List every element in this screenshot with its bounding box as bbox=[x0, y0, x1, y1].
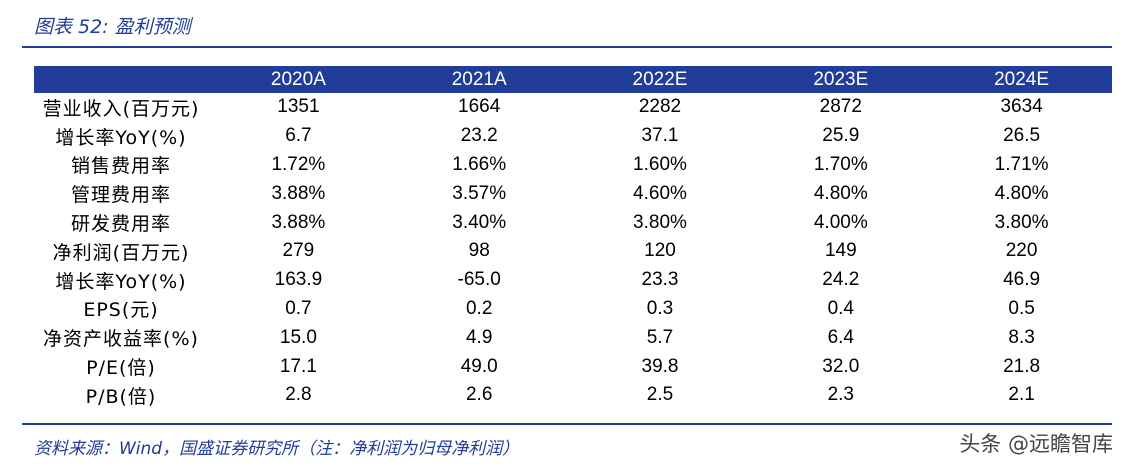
table-cell: 8.3 bbox=[1008, 326, 1035, 348]
header-cell: 2020A bbox=[208, 66, 389, 93]
table-cell: 1.72% bbox=[271, 153, 326, 175]
table-cell: 4.00% bbox=[813, 211, 868, 233]
table-cell: 120 bbox=[644, 240, 676, 262]
table-cell: 32.0 bbox=[822, 355, 860, 377]
table-cell: 149 bbox=[824, 240, 857, 262]
table-cell: 2.6 bbox=[465, 384, 493, 406]
table-cell: 0.5 bbox=[1008, 297, 1035, 319]
table-cell: 46.9 bbox=[1003, 269, 1041, 291]
row-label: 净利润(百万元) bbox=[52, 241, 190, 264]
header-cell bbox=[34, 66, 208, 93]
table-cell: 2.1 bbox=[1008, 384, 1035, 406]
table-cell: 1.70% bbox=[813, 153, 868, 175]
forecast-table: 2020A 2021A 2022E 2023E 2024E 营业收入(百万元) … bbox=[34, 66, 1112, 410]
row-label: 增长率YoY(%) bbox=[55, 126, 187, 149]
table-row: 营业收入(百万元) 1351 1664 2282 2872 3634 bbox=[34, 93, 1112, 122]
row-label: 销售费用率 bbox=[70, 155, 171, 178]
table-cell: 26.5 bbox=[1003, 125, 1041, 147]
table-cell: 2282 bbox=[638, 96, 682, 118]
table-row: P/B(倍) 2.8 2.6 2.5 2.3 2.1 bbox=[34, 381, 1112, 410]
table-cell: 17.1 bbox=[279, 355, 317, 377]
table-row: EPS(元) 0.7 0.2 0.3 0.4 0.5 bbox=[34, 295, 1112, 324]
table-cell: 1351 bbox=[277, 96, 320, 118]
table-row: 管理费用率 3.88% 3.57% 4.60% 4.80% 4.80% bbox=[34, 179, 1112, 208]
table-cell: 6.4 bbox=[827, 326, 854, 348]
table-cell: 1.71% bbox=[994, 153, 1049, 175]
table-cell: 23.2 bbox=[460, 125, 498, 147]
table-cell: 0.3 bbox=[646, 297, 674, 319]
table-row: 净资产收益率(%) 15.0 4.9 5.7 6.4 8.3 bbox=[34, 323, 1112, 352]
table-cell: 39.8 bbox=[641, 355, 679, 377]
table-cell: 25.9 bbox=[822, 125, 860, 147]
table-row: 增长率YoY(%) 163.9 -65.0 23.3 24.2 46.9 bbox=[34, 266, 1112, 295]
table-cell: 0.2 bbox=[465, 297, 493, 319]
table-row: 销售费用率 1.72% 1.66% 1.60% 1.70% 1.71% bbox=[34, 151, 1112, 180]
table-cell: 23.3 bbox=[641, 269, 679, 291]
table-cell: 4.9 bbox=[465, 326, 493, 348]
table-cell: 279 bbox=[282, 240, 315, 262]
header-cell: 2021A bbox=[388, 66, 570, 93]
table-cell: 4.80% bbox=[813, 182, 868, 204]
table-cell: 0.7 bbox=[285, 297, 312, 319]
table-cell: 2.5 bbox=[646, 384, 674, 406]
header-cell: 2023E bbox=[750, 66, 932, 93]
header-row: 2020A 2021A 2022E 2023E 2024E bbox=[34, 66, 1112, 93]
top-rule bbox=[22, 46, 1112, 48]
table-row: 净利润(百万元) 279 98 120 149 220 bbox=[34, 237, 1112, 266]
watermark: 头条 @远瞻智库 bbox=[959, 432, 1113, 456]
table-cell: 4.60% bbox=[633, 182, 687, 204]
table-cell: 4.80% bbox=[994, 182, 1049, 204]
table-row: P/E(倍) 17.1 49.0 39.8 32.0 21.8 bbox=[34, 352, 1112, 381]
table-cell: 3.88% bbox=[271, 211, 326, 233]
table-cell: 1664 bbox=[458, 96, 501, 118]
table-cell: 3.88% bbox=[271, 182, 326, 204]
row-label: EPS(元) bbox=[83, 299, 159, 322]
row-label: 管理费用率 bbox=[70, 184, 171, 207]
table-cell: 3.57% bbox=[452, 182, 507, 204]
table-cell: 2872 bbox=[819, 96, 862, 118]
table-cell: 0.4 bbox=[827, 297, 854, 319]
table-cell: 1.66% bbox=[452, 153, 507, 175]
table-cell: 3.40% bbox=[452, 211, 507, 233]
row-label: 增长率YoY(%) bbox=[55, 270, 187, 293]
table-cell: 21.8 bbox=[1003, 355, 1041, 377]
table-cell: 37.1 bbox=[641, 125, 679, 147]
table-cell: 220 bbox=[1005, 240, 1038, 262]
table-cell: 163.9 bbox=[274, 269, 323, 291]
table-cell: 98 bbox=[468, 240, 490, 262]
table-cell: 2.3 bbox=[827, 384, 854, 406]
figure-title: 图表 52: 盈利预测 bbox=[34, 16, 191, 38]
row-label: 研发费用率 bbox=[70, 213, 171, 236]
table-cell: 2.8 bbox=[285, 384, 312, 406]
table-cell: 3.80% bbox=[633, 211, 687, 233]
header-cell: 2022E bbox=[569, 66, 751, 93]
table-row: 增长率YoY(%) 6.7 23.2 37.1 25.9 26.5 bbox=[34, 122, 1112, 151]
table-cell: 5.7 bbox=[646, 326, 674, 348]
row-label: 营业收入(百万元) bbox=[42, 97, 200, 120]
table-cell: 6.7 bbox=[285, 125, 312, 147]
bottom-rule bbox=[22, 423, 1112, 425]
table-cell: -65.0 bbox=[457, 269, 501, 291]
source-note: 资料来源：Wind，国盛证券研究所（注：净利润为归母净利润） bbox=[34, 439, 520, 459]
row-label: 净资产收益率(%) bbox=[43, 328, 199, 351]
table-cell: 15.0 bbox=[279, 326, 317, 348]
table-row: 研发费用率 3.88% 3.40% 3.80% 4.00% 3.80% bbox=[34, 208, 1112, 237]
row-label: P/E(倍) bbox=[86, 357, 156, 380]
table-cell: 24.2 bbox=[822, 269, 860, 291]
table-cell: 3634 bbox=[1000, 96, 1043, 118]
table-cell: 3.80% bbox=[994, 211, 1049, 233]
table-cell: 49.0 bbox=[460, 355, 498, 377]
table-cell: 1.60% bbox=[633, 153, 687, 175]
row-label: P/B(倍) bbox=[85, 385, 157, 408]
header-cell: 2024E bbox=[931, 66, 1112, 93]
